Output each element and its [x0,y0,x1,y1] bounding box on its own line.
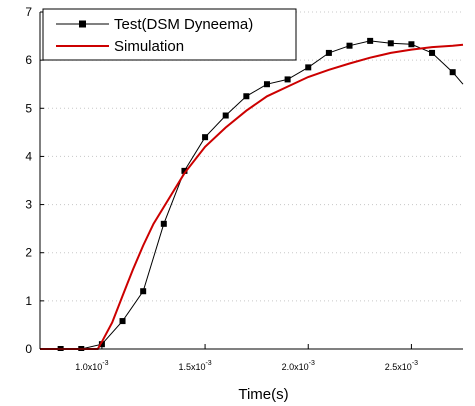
y-tick-label: 0 [25,342,32,356]
y-tick-label: 5 [25,101,32,115]
y-tick-label: 1 [25,294,32,308]
x-tick-exponent: -3 [205,360,211,367]
x-tick-exponent: -3 [412,360,418,367]
gridlines [40,11,463,302]
y-tick-label: 3 [25,198,32,212]
series-line [40,40,464,350]
x-tick-label: 2.5x10-3 [385,360,418,372]
axes [39,11,463,350]
data-point [160,220,167,227]
legend-box [42,8,297,61]
y-tick-label: 2 [25,246,32,260]
x-tick-label: 1.5x10-3 [178,360,211,372]
data-point [119,318,126,325]
x-tick-label: 2.0x10-3 [282,360,315,372]
data-point [263,81,270,88]
legend: Test(DSM Dyneema) Simulation [42,8,297,61]
data-point [181,167,188,174]
x-tick-exponent: -3 [102,360,108,367]
x-axis-label: Time(s) [238,386,288,403]
x-tick-label: 1.0x10-3 [75,360,108,372]
data-point [429,49,436,56]
data-point [202,134,209,141]
series-0 [40,37,464,351]
series-line [40,43,464,350]
data-point [449,69,456,76]
data-point [284,76,291,83]
x-tick-mantissa: 1.5x10 [178,362,205,372]
data-point [387,40,394,47]
y-tick-label: 4 [25,149,32,163]
legend-entry-label: Simulation [114,38,184,55]
y-tick-label: 6 [25,53,32,67]
x-tick-mantissa: 2.0x10 [282,362,309,372]
data-point [222,112,229,119]
x-tick-exponent: -3 [309,360,315,367]
data-point [140,288,147,295]
data-point [243,93,250,100]
x-tick-mantissa: 2.5x10 [385,362,412,372]
data-point [408,41,415,48]
series-1 [40,43,464,350]
data-point [305,64,312,71]
data-point [346,42,353,49]
x-tick-mantissa: 1.0x10 [75,362,102,372]
y-tick-label: 7 [25,5,32,19]
series-layer [40,37,464,351]
legend-entry-label: Test(DSM Dyneema) [114,16,253,33]
data-point [367,37,374,44]
legend-swatch-marker [79,20,86,28]
data-point [325,49,332,56]
